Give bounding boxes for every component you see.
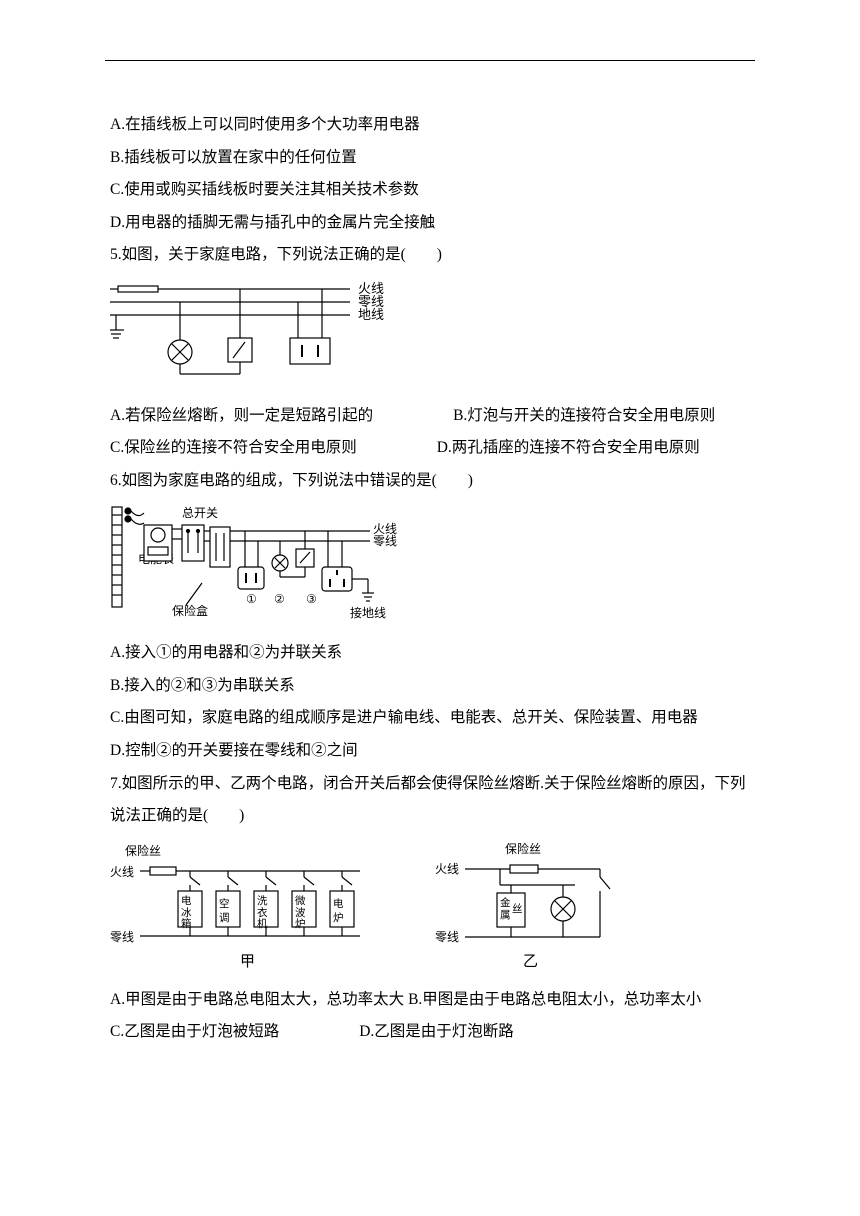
q5-stem: 5.如图，关于家庭电路，下列说法正确的是( ) [110, 239, 750, 272]
svg-text:冰: 冰 [181, 906, 192, 919]
svg-text:火线: 火线 [110, 865, 134, 879]
svg-text:波: 波 [295, 906, 306, 919]
q7-diagrams: 保险丝 火线 零线 电 冰 箱 空 调 洗 衣 机 [110, 841, 750, 976]
svg-text:接地线: 接地线 [350, 605, 386, 620]
q5-option-c: C.保险丝的连接不符合安全用电原则 [110, 432, 357, 465]
q4-option-c: C.使用或购买插线板时要关注其相关技术参数 [110, 174, 750, 207]
svg-text:电: 电 [181, 894, 192, 907]
svg-text:衣: 衣 [257, 906, 268, 919]
svg-text:②: ② [274, 592, 285, 606]
q6-option-d: D.控制②的开关要接在零线和②之间 [110, 735, 750, 768]
q5-row-ab: A.若保险丝熔断，则一定是短路引起的 B.灯泡与开关的连接符合安全用电原则 [110, 400, 750, 433]
q6-diagram: 电能表 总开关 保险盒 火线 零线 ① [110, 505, 750, 625]
q6-option-b: B.接入的②和③为串联关系 [110, 670, 750, 703]
svg-text:保险丝: 保险丝 [505, 841, 541, 856]
q6-stem: 6.如图为家庭电路的组成，下列说法中错误的是( ) [110, 465, 750, 498]
q7-option-d: D.乙图是由于灯泡断路 [359, 1016, 514, 1049]
q4-option-d: D.用电器的插脚无需与插孔中的金属片完全接触 [110, 207, 750, 240]
svg-text:零线: 零线 [373, 534, 397, 548]
top-rule [105, 60, 755, 61]
svg-text:③: ③ [306, 592, 317, 606]
svg-text:保险盒: 保险盒 [172, 603, 208, 618]
svg-text:保险丝: 保险丝 [125, 843, 161, 858]
svg-text:零线: 零线 [435, 930, 459, 944]
svg-text:丝: 丝 [512, 903, 523, 915]
svg-text:电: 电 [333, 897, 344, 910]
q7-stem: 7.如图所示的甲、乙两个电路，闭合开关后都会使得保险丝熔断.关于保险丝熔断的原因… [110, 768, 750, 833]
svg-text:甲: 甲 [240, 954, 255, 970]
svg-text:金: 金 [500, 896, 511, 909]
q4-option-b: B.插线板可以放置在家中的任何位置 [110, 142, 750, 175]
q5-option-d: D.两孔插座的连接不符合安全用电原则 [437, 432, 700, 465]
q6-option-c: C.由图可知，家庭电路的组成顺序是进户输电线、电能表、总开关、保险装置、用电器 [110, 702, 750, 735]
q5-diagram: 火线 零线 地线 [110, 280, 750, 388]
svg-text:调: 调 [219, 912, 230, 924]
q7-row-cd: C.乙图是由于灯泡被短路 D.乙图是由于灯泡断路 [110, 1016, 750, 1049]
q7-option-c: C.乙图是由于灯泡被短路 [110, 1016, 279, 1049]
q7-row-ab: A.甲图是由于电路总电阻太大，总功率太大 B.甲图是由于电路总电阻太小，总功率太… [110, 984, 750, 1017]
q5-row-cd: C.保险丝的连接不符合安全用电原则 D.两孔插座的连接不符合安全用电原则 [110, 432, 750, 465]
svg-text:洗: 洗 [257, 895, 268, 907]
svg-text:火线: 火线 [435, 862, 459, 876]
q5-option-a: A.若保险丝熔断，则一定是短路引起的 [110, 400, 373, 433]
q4-option-a: A.在插线板上可以同时使用多个大功率用电器 [110, 109, 750, 142]
q5-option-b: B.灯泡与开关的连接符合安全用电原则 [453, 400, 715, 433]
q7-option-b: B.甲图是由于电路总电阻太小，总功率太小 [408, 984, 701, 1017]
svg-text:微: 微 [295, 894, 306, 907]
q7-option-a: A.甲图是由于电路总电阻太大，总功率太大 [110, 984, 404, 1017]
svg-text:机: 机 [257, 917, 268, 930]
svg-text:地线: 地线 [358, 307, 384, 322]
svg-text:零线: 零线 [110, 930, 134, 944]
svg-text:炉: 炉 [295, 918, 306, 930]
q6-option-a: A.接入①的用电器和②为并联关系 [110, 637, 750, 670]
svg-text:乙: 乙 [523, 954, 538, 970]
svg-text:①: ① [246, 592, 257, 606]
svg-text:炉: 炉 [333, 912, 344, 924]
svg-text:空: 空 [219, 897, 230, 910]
svg-text:总开关: 总开关 [182, 506, 218, 520]
svg-text:箱: 箱 [181, 917, 192, 930]
svg-text:属: 属 [500, 909, 511, 921]
